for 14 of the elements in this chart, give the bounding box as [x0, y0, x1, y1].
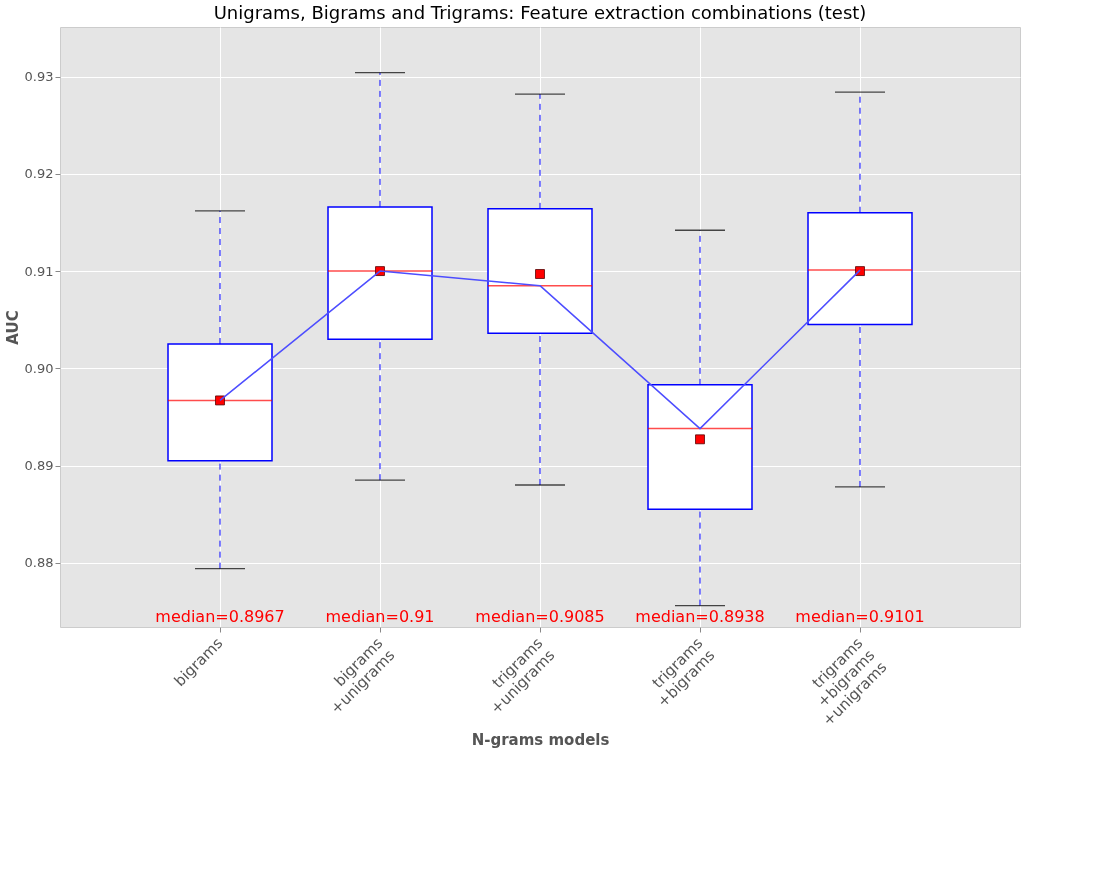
y-tick-label: 0.93 [24, 69, 54, 85]
annotation: median=0.91 [325, 607, 435, 626]
y-tick-label: 0.89 [24, 458, 54, 474]
annotation: median=0.8967 [155, 607, 285, 626]
y-tick-label: 0.92 [24, 166, 54, 182]
annotation: median=0.9085 [475, 607, 605, 626]
y-tick-label: 0.91 [24, 263, 54, 279]
y-tick-label: 0.90 [24, 360, 54, 376]
annotation: median=0.9101 [795, 607, 925, 626]
y-axis-title: AUC [3, 310, 22, 345]
annotation: median=0.8938 [635, 607, 765, 626]
x-axis-title: N-grams models [471, 730, 610, 749]
y-tick-label: 0.88 [24, 555, 54, 571]
chart-title: Unigrams, Bigrams and Trigrams: Feature extraction combinations (test) [213, 2, 867, 23]
